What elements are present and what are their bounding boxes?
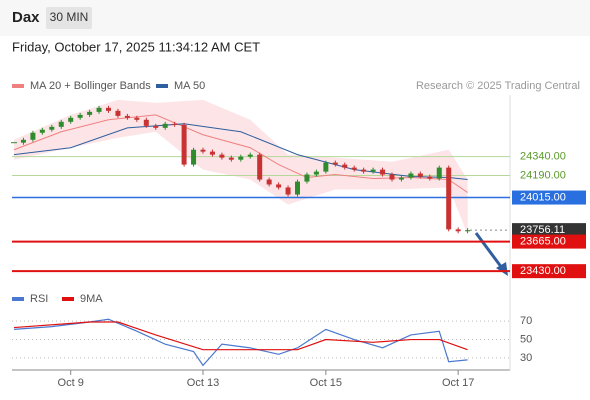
candle xyxy=(181,124,187,165)
rsi-tick-label: 70 xyxy=(520,315,532,327)
candle xyxy=(143,119,149,126)
level-label: 24015.00 xyxy=(520,191,566,203)
timeframe-button[interactable] xyxy=(46,7,92,29)
candle xyxy=(219,154,225,158)
candle xyxy=(58,121,64,127)
candle xyxy=(68,117,74,122)
level-label: 23665.00 xyxy=(520,235,566,247)
candle xyxy=(436,167,442,179)
candle xyxy=(398,177,404,180)
instrument-title: Dax xyxy=(12,9,40,26)
candle xyxy=(380,169,386,175)
candle xyxy=(389,174,395,180)
candle xyxy=(446,167,452,230)
candle xyxy=(96,107,102,112)
legend-swatch xyxy=(156,84,168,88)
candle xyxy=(115,110,121,116)
candle xyxy=(20,139,26,143)
candle xyxy=(427,176,433,179)
candle xyxy=(295,181,300,195)
candle xyxy=(342,164,348,168)
candle xyxy=(87,111,93,115)
level-label: 24190.00 xyxy=(520,169,566,181)
legend-label: MA 20 + Bollinger Bands xyxy=(30,80,151,92)
candle xyxy=(238,156,244,160)
level-label-box xyxy=(512,234,586,249)
rsi-legend-swatch xyxy=(12,297,24,301)
rsi-tick-label: 30 xyxy=(520,352,532,364)
candle xyxy=(323,162,329,172)
candle xyxy=(332,162,338,165)
candle xyxy=(153,125,159,128)
candle xyxy=(39,129,45,133)
rsi-ma-line xyxy=(13,321,468,351)
level-label: 23756.11 xyxy=(520,224,565,236)
candle xyxy=(417,173,423,177)
candle xyxy=(77,114,83,118)
x-tick-label: Oct 9 xyxy=(58,377,84,389)
level-label: 24340.00 xyxy=(520,151,566,163)
candle xyxy=(285,187,291,195)
candle xyxy=(106,107,111,111)
candle xyxy=(361,169,367,172)
legend-label: MA 50 xyxy=(174,80,205,92)
rsi-line xyxy=(13,318,468,367)
header-bar xyxy=(0,0,590,36)
candle xyxy=(228,157,234,160)
level-label-box xyxy=(512,190,586,205)
candle xyxy=(162,123,168,128)
rsi-tick-label: 50 xyxy=(520,333,532,345)
candle xyxy=(370,169,376,172)
candle xyxy=(191,149,197,165)
candle xyxy=(209,151,215,155)
candle xyxy=(49,126,55,130)
candle xyxy=(276,184,282,188)
candle xyxy=(351,167,357,170)
candle xyxy=(313,171,319,175)
candle xyxy=(304,174,310,182)
x-tick-label: Oct 17 xyxy=(442,377,474,389)
level-label-box xyxy=(512,223,586,238)
level-label: 23430.00 xyxy=(520,265,566,277)
timestamp: Friday, October 17, 2025 11:34:12 AM CET xyxy=(12,39,260,54)
candle xyxy=(257,154,263,180)
timeframe-label[interactable]: 30 MIN xyxy=(50,10,89,24)
candle xyxy=(455,229,461,232)
credit: Research © 2025 Trading Central xyxy=(416,80,580,92)
candle xyxy=(172,123,178,125)
rsi-legend-label: RSI xyxy=(30,293,48,305)
x-tick-label: Oct 15 xyxy=(310,377,342,389)
arrow xyxy=(474,232,508,276)
candle xyxy=(30,132,36,140)
candle xyxy=(247,154,253,157)
rsi-legend-label: 9MA xyxy=(80,293,103,305)
level-label-box xyxy=(512,264,586,279)
candle xyxy=(465,230,471,232)
candle xyxy=(266,179,272,185)
candle xyxy=(134,117,140,120)
legend-swatch xyxy=(12,84,24,88)
candle xyxy=(124,115,130,118)
candle xyxy=(200,149,206,152)
bollinger-band xyxy=(14,99,468,235)
rsi-legend-swatch xyxy=(62,297,74,301)
candle xyxy=(408,173,414,178)
x-tick-label: Oct 13 xyxy=(187,377,219,389)
